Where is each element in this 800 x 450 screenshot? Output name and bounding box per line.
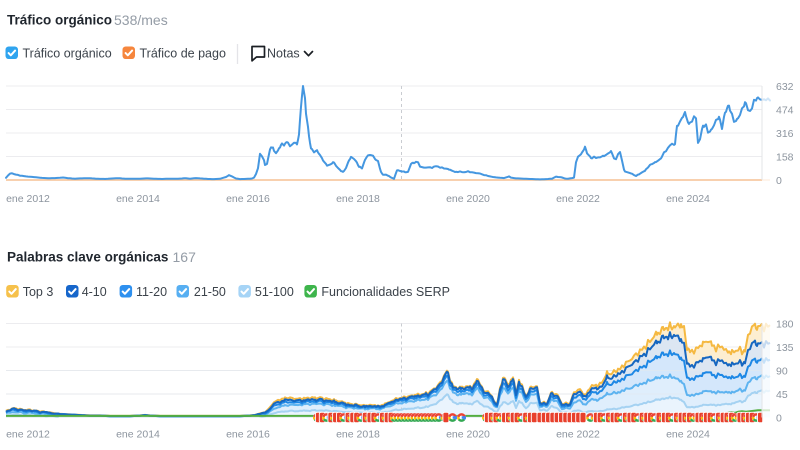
svg-text:135: 135	[776, 342, 794, 354]
svg-text:Palabras clave orgánicas: Palabras clave orgánicas	[7, 250, 168, 265]
svg-text:0: 0	[776, 413, 782, 425]
svg-text:90: 90	[776, 366, 788, 378]
svg-text:ene 2022: ene 2022	[556, 193, 600, 205]
svg-text:0: 0	[776, 175, 782, 187]
svg-text:45: 45	[776, 389, 788, 401]
svg-text:Tráfico orgánico: Tráfico orgánico	[23, 46, 112, 60]
svg-text:Tráfico de pago: Tráfico de pago	[140, 46, 226, 60]
svg-text:ene 2020: ene 2020	[446, 193, 490, 205]
svg-text:167: 167	[173, 249, 197, 265]
svg-text:ene 2018: ene 2018	[336, 193, 380, 205]
svg-text:11-20: 11-20	[136, 285, 167, 299]
svg-text:ene 2018: ene 2018	[336, 429, 380, 441]
svg-text:ene 2014: ene 2014	[116, 429, 160, 441]
svg-text:ene 2012: ene 2012	[6, 429, 50, 441]
svg-text:ene 2016: ene 2016	[226, 429, 270, 441]
svg-text:Notas: Notas	[267, 46, 300, 60]
svg-text:316: 316	[776, 128, 794, 140]
svg-text:ene 2024: ene 2024	[666, 429, 710, 441]
svg-text:Tráfico orgánico: Tráfico orgánico	[7, 13, 112, 28]
svg-text:180: 180	[776, 319, 794, 331]
svg-text:ene 2022: ene 2022	[556, 429, 600, 441]
svg-text:158: 158	[776, 152, 794, 164]
svg-text:4-10: 4-10	[82, 285, 107, 299]
svg-text:ene 2024: ene 2024	[666, 193, 710, 205]
svg-text:ene 2016: ene 2016	[226, 193, 270, 205]
svg-text:474: 474	[776, 105, 794, 117]
svg-text:538/mes: 538/mes	[114, 12, 168, 28]
svg-text:Top 3: Top 3	[23, 285, 54, 299]
svg-text:Funcionalidades SERP: Funcionalidades SERP	[321, 285, 450, 299]
svg-text:ene 2012: ene 2012	[6, 193, 50, 205]
svg-text:51-100: 51-100	[255, 285, 294, 299]
svg-text:ene 2020: ene 2020	[446, 429, 490, 441]
svg-text:ene 2014: ene 2014	[116, 193, 160, 205]
svg-text:21-50: 21-50	[194, 285, 226, 299]
svg-text:632: 632	[776, 81, 794, 93]
